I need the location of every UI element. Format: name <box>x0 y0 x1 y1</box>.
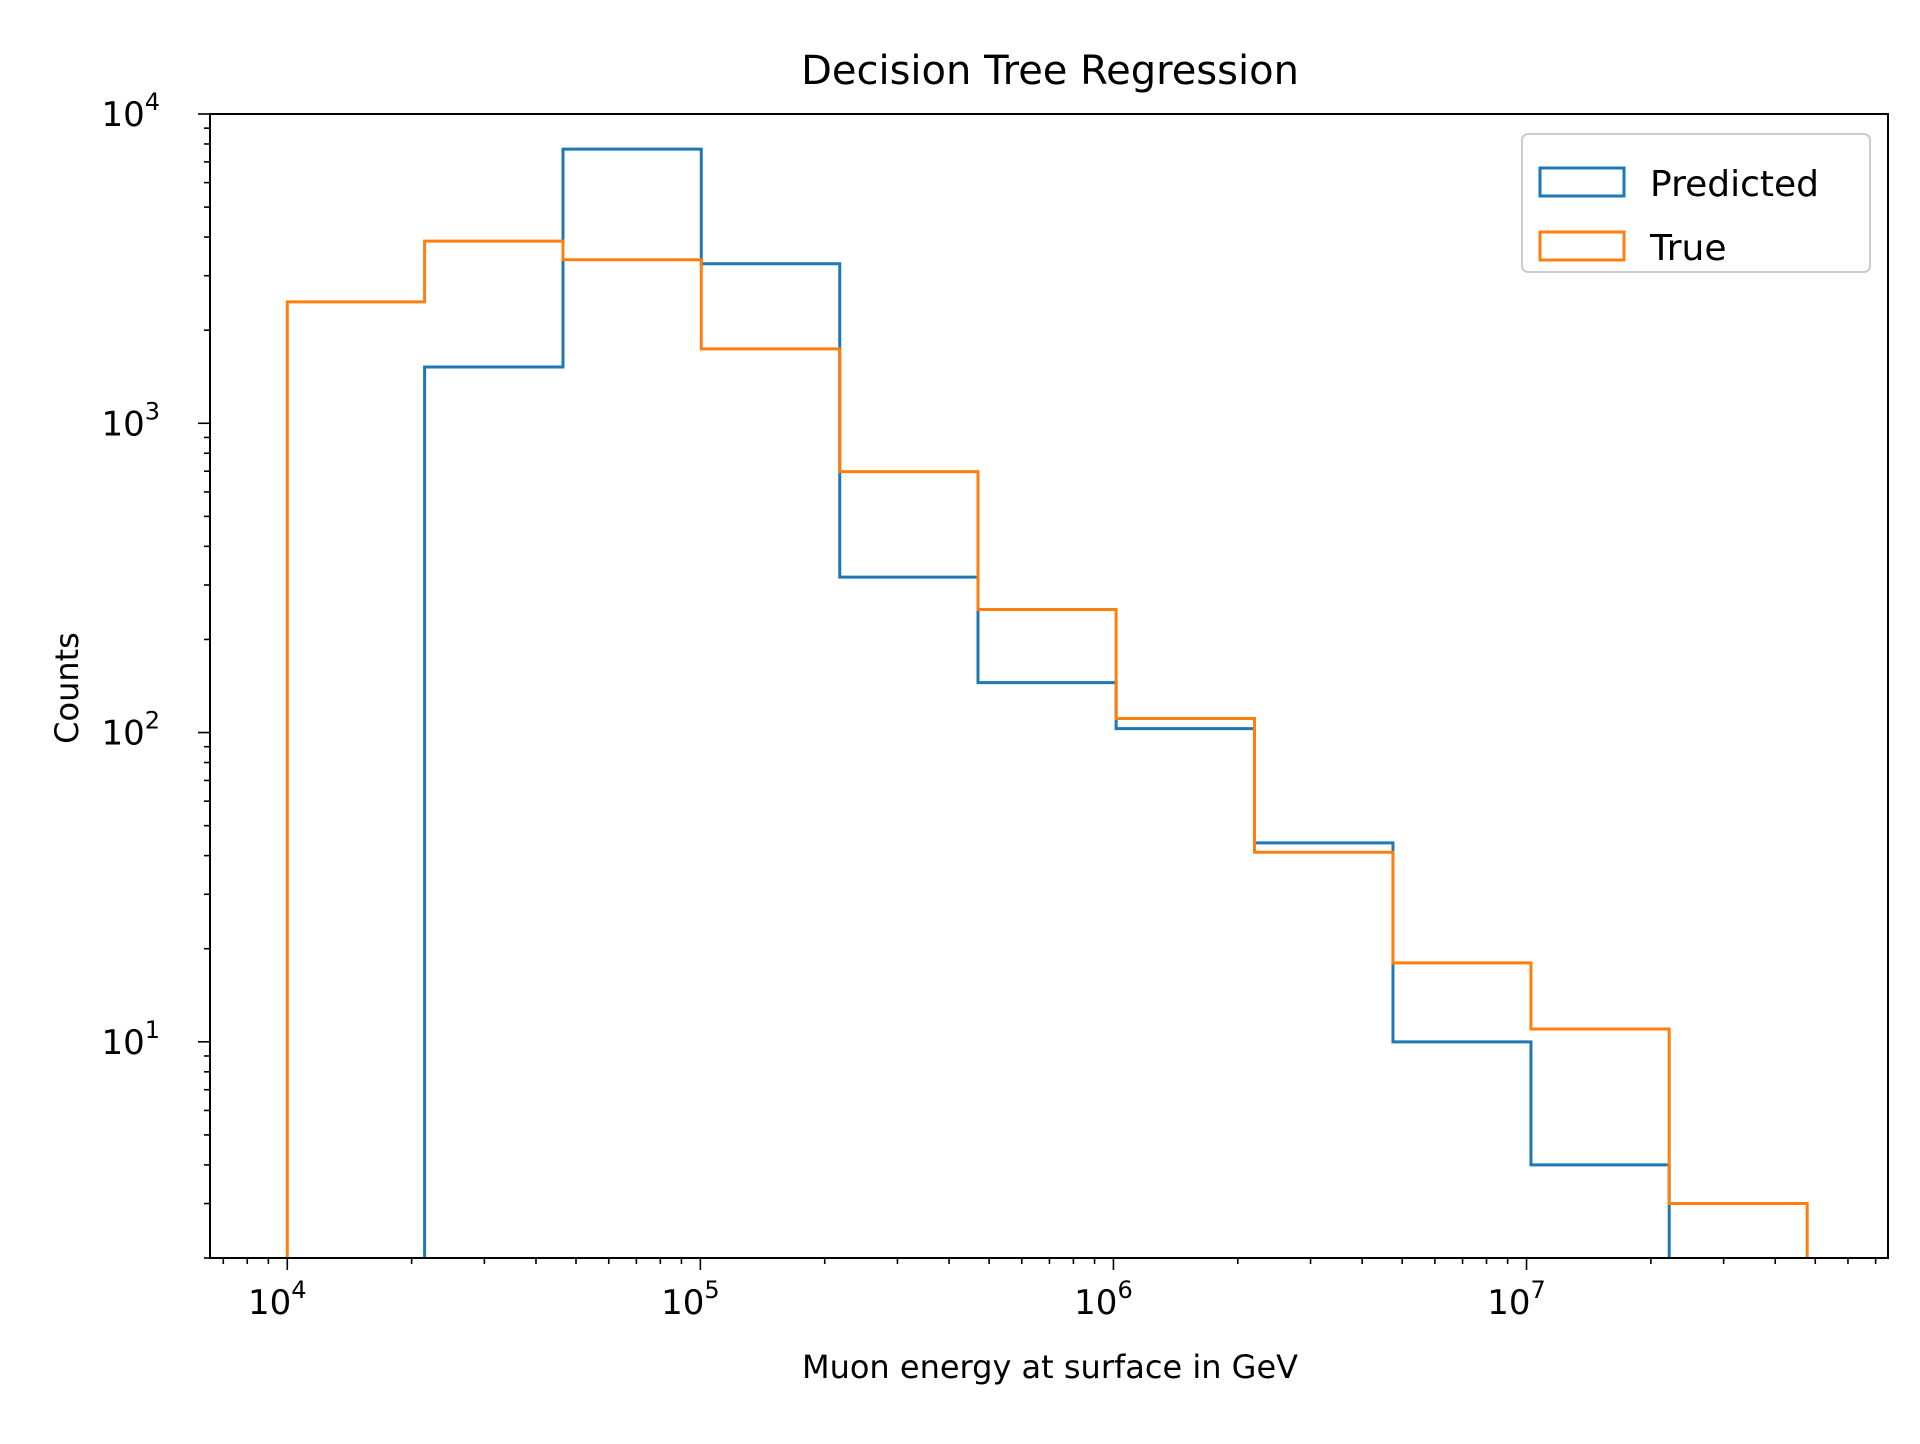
legend-label-predicted: Predicted <box>1650 164 1819 205</box>
y-axis-ticks: 101 102 103 104 <box>101 88 210 1259</box>
series-true <box>285 239 1809 1258</box>
x-tick-label: 104 <box>248 1276 307 1323</box>
x-tick-label: 107 <box>1487 1276 1546 1323</box>
legend-label-true: True <box>1649 228 1726 269</box>
y-tick-label: 102 <box>101 707 160 754</box>
x-axis-label: Muon energy at surface in GeV <box>802 1348 1298 1386</box>
axes: 104 105 106 107 101 102 103 104 <box>101 88 1889 1323</box>
x-tick-label: 105 <box>661 1276 720 1323</box>
y-tick-label: 104 <box>101 88 160 135</box>
series-true-outline <box>285 239 1809 1258</box>
series-predicted <box>423 147 1671 1258</box>
y-tick-label: 101 <box>101 1016 160 1063</box>
x-tick-label: 106 <box>1074 1276 1133 1323</box>
chart-title: Decision Tree Regression <box>801 48 1299 94</box>
plot-area <box>285 147 1809 1258</box>
legend: Predicted True <box>1521 133 1871 273</box>
y-tick-label: 103 <box>101 397 160 444</box>
legend-swatch-predicted <box>1538 166 1626 198</box>
legend-swatch-true <box>1538 230 1626 262</box>
x-axis-ticks: 104 105 106 107 <box>222 1258 1877 1323</box>
series-predicted-outline <box>423 147 1671 1258</box>
y-axis-label: Counts <box>48 632 86 744</box>
axes-frame <box>209 113 1889 1259</box>
